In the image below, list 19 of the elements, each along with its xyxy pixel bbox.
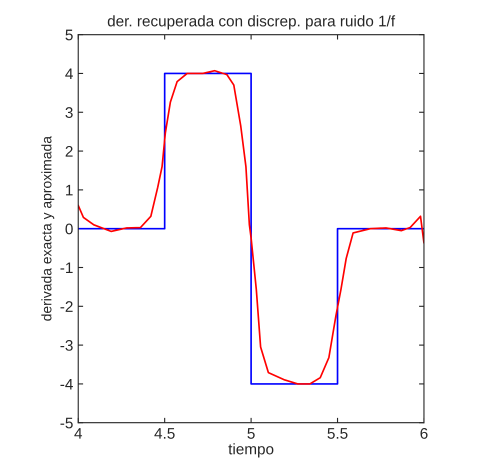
y-tick-label: -5 [60, 418, 73, 428]
y-tick-label: -2 [60, 301, 73, 312]
x-tick-label: 4 [74, 428, 82, 439]
y-tick-label: -4 [60, 378, 73, 390]
x-tick-label: 5 [247, 428, 255, 439]
x-tick-label: 6 [420, 428, 428, 439]
y-tick-label: 4 [65, 68, 73, 79]
x-axis-title: tiempo [228, 443, 274, 458]
x-tick-label: 5.5 [328, 428, 348, 439]
y-axis-title: derivada exacta y aproximada [41, 136, 54, 321]
chart-title: der. recuperada con discrep. para ruido 1/f [108, 15, 396, 30]
x-tick-label: 4.5 [154, 428, 175, 439]
y-tick-label: -3 [60, 340, 73, 351]
y-tick-label: 2 [66, 146, 73, 157]
y-tick-label: -1 [60, 262, 73, 274]
y-tick-label: 3 [65, 107, 73, 118]
y-tick-label: 1 [66, 184, 73, 196]
y-tick-label: 5 [65, 30, 73, 40]
y-tick-label: 0 [65, 224, 73, 234]
